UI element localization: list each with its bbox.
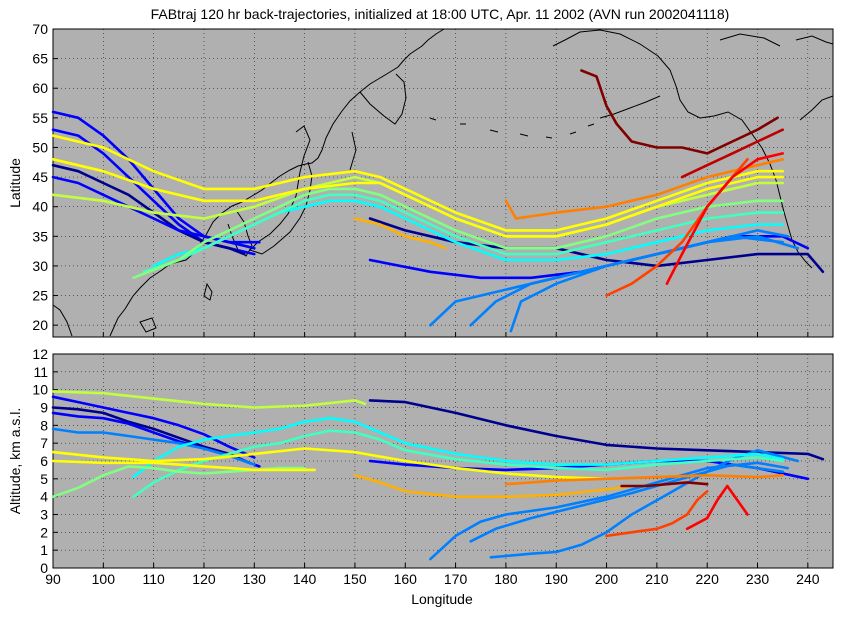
altitude-trajectory-18 xyxy=(605,489,709,538)
altitude-trajectory-13 xyxy=(51,390,367,409)
kamchatka-coastline xyxy=(359,73,407,125)
x-tick-label: 130 xyxy=(243,571,267,587)
alaska-coastline xyxy=(552,29,813,269)
map-trajectory-15 xyxy=(51,158,785,238)
x-tick-label: 100 xyxy=(92,571,116,587)
map-grid xyxy=(52,28,833,337)
altitude-trajectory-3 xyxy=(51,395,256,459)
map-y-tick-label: 70 xyxy=(32,21,48,37)
x-tick-label: 170 xyxy=(444,571,468,587)
x-tick-label: 190 xyxy=(545,571,569,587)
arctic-islands xyxy=(719,33,834,47)
x-tick-label: 230 xyxy=(746,571,770,587)
map-trajectory-14 xyxy=(51,134,785,232)
altitude-trajectory-17 xyxy=(504,473,785,486)
figure-title: FABtraj 120 hr back-trajectories, initia… xyxy=(151,6,730,22)
x-tick-label: 160 xyxy=(394,571,418,587)
altitude-trajectory-4 xyxy=(51,406,251,465)
map-axes-background xyxy=(52,28,834,338)
map-y-tick-label: 40 xyxy=(32,199,48,215)
altitude-y-tick-label: 0 xyxy=(40,560,48,576)
x-tick-label: 140 xyxy=(293,571,317,587)
map-panel: 20 25 30 35 40 45 50 55 60 65 70 Latitude xyxy=(7,21,834,338)
map-y-tick-label: 35 xyxy=(32,228,48,244)
altitude-trajectory-15 xyxy=(51,459,317,472)
x-tick-label: 120 xyxy=(192,571,216,587)
x-tick-label: 200 xyxy=(595,571,619,587)
hainan-coastline xyxy=(139,317,157,333)
map-trajectories xyxy=(51,69,825,333)
hudson-coastline xyxy=(799,95,834,121)
x-tick-label: 150 xyxy=(343,571,367,587)
altitude-trajectory-1 xyxy=(368,399,825,461)
altitude-y-tick-label: 5 xyxy=(40,471,48,487)
altitude-trajectory-19 xyxy=(685,484,749,531)
map-y-tick-label: 50 xyxy=(32,139,48,155)
map-trajectory-19 xyxy=(665,152,785,286)
altitude-trajectory-14 xyxy=(51,447,608,481)
x-tick-label: 90 xyxy=(45,571,61,587)
altitude-y-tick-label: 9 xyxy=(40,400,48,416)
altitude-trajectory-6 xyxy=(51,427,256,466)
x-tick-label: 180 xyxy=(494,571,518,587)
altitude-y-tick-label: 11 xyxy=(33,364,48,380)
altitude-y-tick-label: 1 xyxy=(40,542,48,558)
altitude-y-tick-label: 12 xyxy=(32,346,48,362)
altitude-trajectory-16 xyxy=(353,473,634,499)
altitude-trajectories xyxy=(51,390,825,561)
map-trajectory-11 xyxy=(142,193,785,274)
altitude-y-tick-label: 10 xyxy=(32,382,48,398)
altitude-trajectory-20 xyxy=(620,481,709,488)
map-y-tick-label: 60 xyxy=(32,80,48,96)
altitude-y-tick-label: 2 xyxy=(40,524,48,540)
altitude-y-tick-label: 4 xyxy=(40,489,48,505)
altitude-trajectory-8 xyxy=(469,463,785,543)
x-tick-label: 220 xyxy=(696,571,720,587)
altitude-y-tick-label: 6 xyxy=(40,453,48,469)
x-tick-label: 110 xyxy=(142,571,165,587)
alaska-peninsula xyxy=(599,95,661,119)
x-tick-label: 240 xyxy=(796,571,820,587)
map-trajectory-12 xyxy=(132,187,785,280)
map-trajectory-20 xyxy=(680,128,785,179)
altitude-y-tick-label: 3 xyxy=(40,507,48,523)
aleutian-islands xyxy=(429,117,595,139)
longitude-tick-labels: 90 100 110 120 130 140 150 160 170 180 190 200 210 22… xyxy=(45,571,820,587)
altitude-trajectory-10 xyxy=(132,416,785,479)
x-tick-label: 210 xyxy=(645,571,669,587)
longitude-axis-label: Longitude xyxy=(411,591,473,607)
map-y-tick-label: 55 xyxy=(32,110,48,126)
map-y-tick-label: 45 xyxy=(32,169,48,185)
map-y-tick-label: 30 xyxy=(32,258,48,274)
latitude-axis-label: Latitude xyxy=(7,158,23,208)
altitude-axis-label: Altitude, km a.s.l. xyxy=(7,408,23,515)
latitude-tick-labels: 20 25 30 35 40 45 50 55 60 65 70 xyxy=(32,21,48,333)
altitude-y-tick-label: 8 xyxy=(40,417,48,433)
map-trajectory-1 xyxy=(368,217,825,274)
map-trajectory-17 xyxy=(504,158,785,220)
map-y-tick-label: 65 xyxy=(32,51,48,67)
map-trajectory-16 xyxy=(353,217,447,250)
map-trajectory-5 xyxy=(509,235,800,333)
altitude-y-tick-label: 7 xyxy=(40,435,48,451)
taiwan-coastline xyxy=(203,282,213,301)
map-y-tick-label: 25 xyxy=(32,288,48,304)
map-trajectory-21 xyxy=(580,69,779,155)
map-y-tick-label: 20 xyxy=(32,317,48,333)
sakhalin-coastline xyxy=(349,131,357,171)
